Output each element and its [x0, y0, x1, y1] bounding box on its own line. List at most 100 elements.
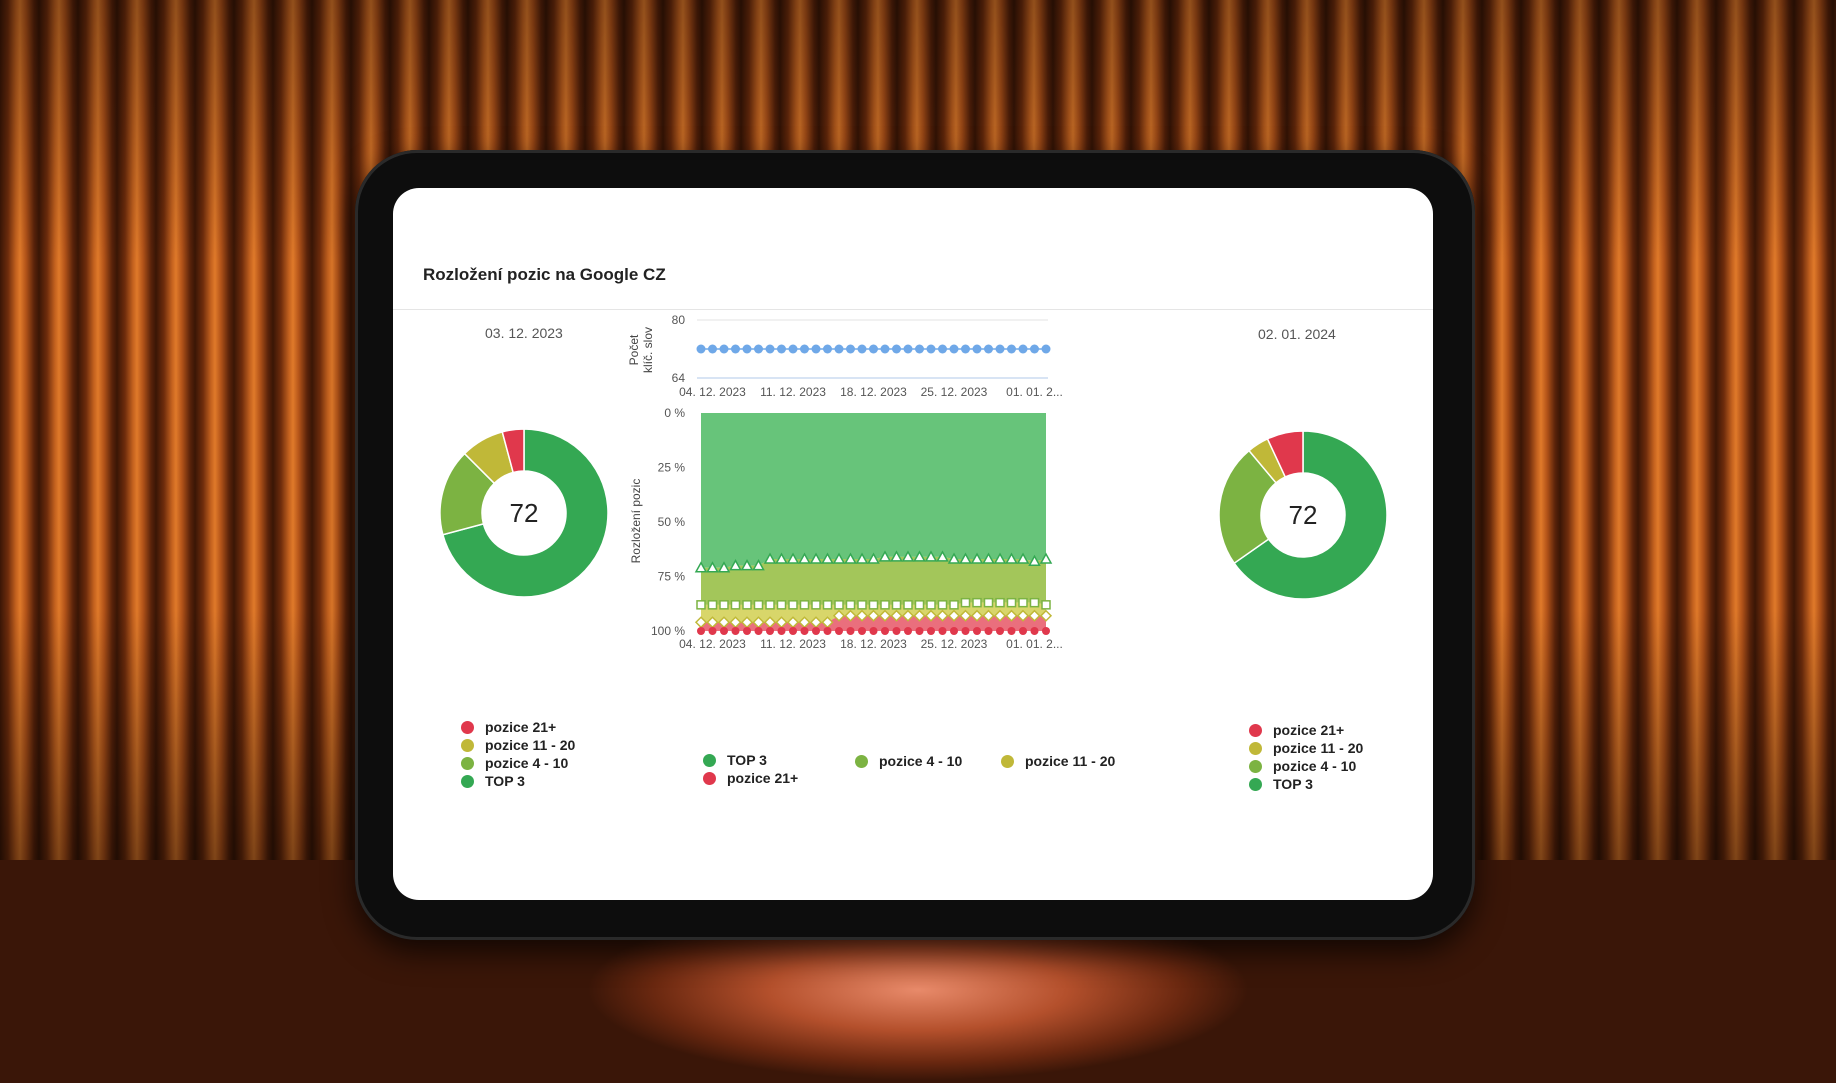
count-point[interactable]: [823, 344, 832, 354]
marker-pos11-20[interactable]: [970, 609, 984, 622]
marker-top3[interactable]: [913, 550, 926, 562]
count-point[interactable]: [1007, 344, 1016, 354]
area-band-pos21[interactable]: [701, 615, 1046, 631]
marker-pos21[interactable]: [996, 627, 1004, 635]
marker-pos4-10[interactable]: [949, 600, 959, 610]
count-point[interactable]: [1018, 344, 1028, 354]
marker-pos4-10[interactable]: [799, 600, 810, 610]
marker-pos21[interactable]: [881, 627, 889, 635]
count-point[interactable]: [961, 344, 970, 354]
marker-pos11-20[interactable]: [901, 609, 915, 622]
marker-top3[interactable]: [1039, 552, 1053, 564]
marker-top3[interactable]: [1028, 554, 1041, 566]
marker-pos21[interactable]: [927, 627, 935, 635]
marker-pos4-10[interactable]: [937, 600, 948, 610]
marker-pos4-10[interactable]: [719, 600, 729, 610]
marker-pos4-10[interactable]: [696, 600, 706, 610]
count-point[interactable]: [834, 344, 844, 354]
marker-top3[interactable]: [740, 559, 754, 571]
legend-item-pos4-10[interactable]: pozice 4 - 10: [461, 754, 575, 772]
marker-pos21[interactable]: [731, 627, 740, 635]
legend-item-pos21[interactable]: pozice 21+: [461, 718, 575, 736]
marker-pos11-20[interactable]: [924, 609, 938, 622]
marker-top3[interactable]: [844, 552, 857, 564]
count-point[interactable]: [846, 344, 855, 354]
marker-pos21[interactable]: [938, 627, 947, 635]
marker-pos4-10[interactable]: [742, 600, 752, 610]
count-point[interactable]: [857, 344, 867, 354]
marker-pos21[interactable]: [869, 627, 878, 635]
legend-item-pos21[interactable]: pozice 21+: [703, 770, 798, 786]
marker-pos21[interactable]: [835, 627, 843, 635]
count-point[interactable]: [696, 344, 706, 354]
legend-item-pos11-20[interactable]: pozice 11 - 20: [461, 736, 575, 754]
marker-pos11-20[interactable]: [982, 609, 995, 622]
donut-slice-pozice-21-[interactable]: [501, 428, 525, 474]
marker-top3[interactable]: [729, 559, 742, 571]
marker-pos21[interactable]: [1030, 627, 1039, 635]
marker-pos11-20[interactable]: [993, 609, 1007, 622]
marker-pos11-20[interactable]: [936, 609, 949, 622]
marker-pos4-10[interactable]: [1018, 597, 1028, 608]
marker-pos4-10[interactable]: [880, 600, 890, 610]
count-point[interactable]: [719, 344, 729, 354]
marker-top3[interactable]: [936, 550, 949, 562]
count-point[interactable]: [742, 344, 752, 354]
marker-pos11-20[interactable]: [844, 609, 857, 622]
count-point[interactable]: [708, 344, 717, 354]
area-band-pos4-10[interactable]: [701, 556, 1046, 605]
marker-pos11-20[interactable]: [855, 609, 869, 622]
marker-pos21[interactable]: [812, 627, 820, 635]
marker-pos11-20[interactable]: [1016, 609, 1030, 622]
marker-pos4-10[interactable]: [707, 600, 718, 610]
marker-pos11-20[interactable]: [959, 609, 972, 622]
marker-pos11-20[interactable]: [1028, 609, 1041, 622]
marker-pos21[interactable]: [950, 627, 958, 635]
marker-pos21[interactable]: [984, 627, 993, 635]
marker-pos21[interactable]: [766, 627, 774, 635]
area-band-top3[interactable]: [701, 413, 1046, 568]
legend-item-top3[interactable]: TOP 3: [1249, 775, 1363, 793]
count-point[interactable]: [995, 344, 1005, 354]
marker-pos4-10[interactable]: [822, 600, 833, 610]
marker-pos4-10[interactable]: [788, 600, 798, 610]
marker-top3[interactable]: [717, 561, 731, 573]
marker-pos21[interactable]: [1007, 627, 1016, 635]
marker-top3[interactable]: [832, 552, 846, 564]
marker-pos11-20[interactable]: [890, 609, 903, 622]
marker-pos4-10[interactable]: [983, 597, 994, 608]
donut-slice-pozice-21-[interactable]: [1266, 430, 1304, 478]
marker-pos4-10[interactable]: [776, 600, 787, 610]
marker-top3[interactable]: [878, 550, 892, 562]
marker-pos21[interactable]: [1042, 627, 1050, 635]
marker-top3[interactable]: [924, 550, 938, 562]
count-point[interactable]: [892, 344, 901, 354]
count-point[interactable]: [800, 344, 809, 354]
marker-pos21[interactable]: [754, 627, 763, 635]
marker-pos21[interactable]: [789, 627, 797, 635]
marker-top3[interactable]: [1016, 552, 1030, 564]
count-point[interactable]: [1030, 344, 1039, 354]
marker-pos21[interactable]: [892, 627, 901, 635]
count-point[interactable]: [788, 344, 798, 354]
count-point[interactable]: [972, 344, 982, 354]
marker-pos11-20[interactable]: [1005, 609, 1018, 622]
marker-pos21[interactable]: [720, 627, 728, 635]
legend-item-pos11-20[interactable]: pozice 11 - 20: [1249, 739, 1363, 757]
marker-pos21[interactable]: [697, 627, 705, 635]
marker-pos4-10[interactable]: [868, 600, 879, 610]
marker-pos11-20[interactable]: [947, 609, 961, 622]
marker-top3[interactable]: [970, 552, 984, 564]
count-point[interactable]: [765, 344, 775, 354]
marker-pos21[interactable]: [973, 627, 981, 635]
marker-pos11-20[interactable]: [913, 609, 926, 622]
marker-pos4-10[interactable]: [995, 597, 1005, 608]
count-point[interactable]: [754, 344, 763, 354]
marker-top3[interactable]: [982, 552, 995, 564]
marker-pos4-10[interactable]: [914, 600, 925, 610]
marker-top3[interactable]: [867, 552, 880, 564]
marker-pos4-10[interactable]: [960, 597, 971, 608]
marker-pos21[interactable]: [846, 627, 855, 635]
legend-item-top3[interactable]: TOP 3: [703, 752, 767, 768]
legend-item-pos11-20[interactable]: pozice 11 - 20: [1001, 753, 1115, 769]
